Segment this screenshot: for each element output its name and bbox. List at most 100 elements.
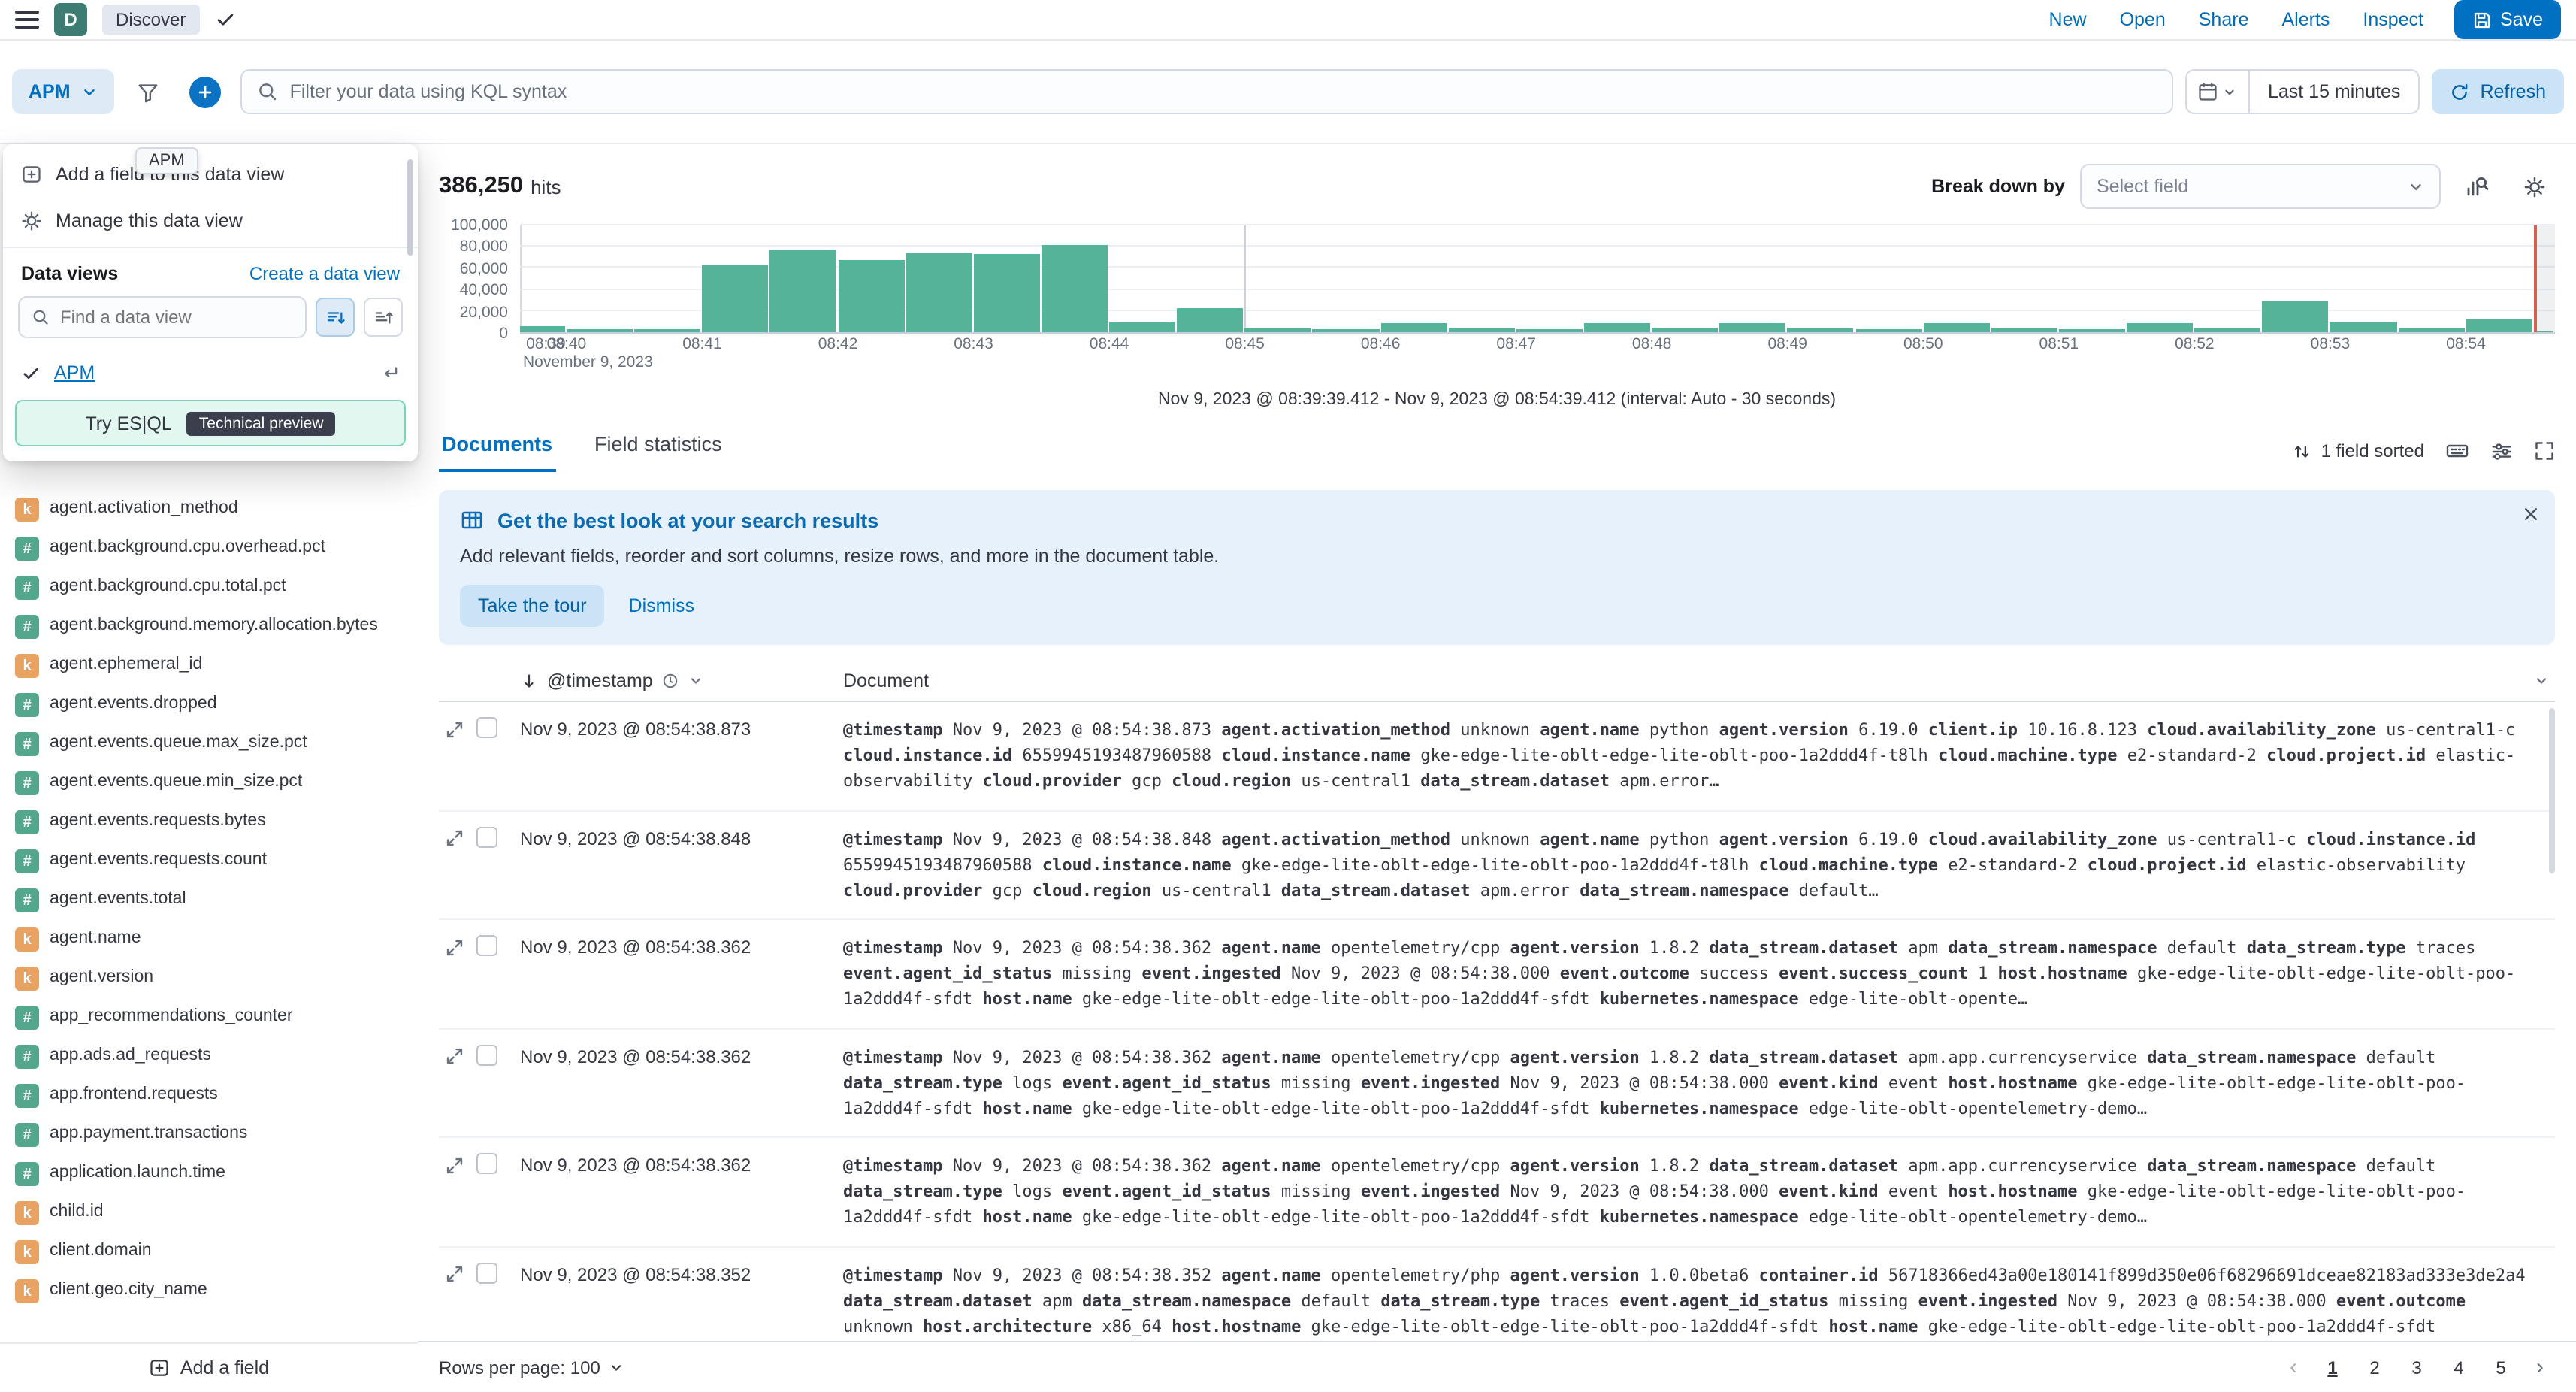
popup-scrollbar[interactable] (407, 159, 413, 256)
top-nav-link-share[interactable]: Share (2198, 9, 2249, 30)
kql-input[interactable] (289, 81, 2157, 102)
dismiss-button[interactable]: Dismiss (628, 595, 695, 616)
field-list-item[interactable]: k client.geo.city_name (6, 1272, 412, 1311)
expand-document-icon[interactable] (445, 1044, 464, 1068)
expand-document-icon[interactable] (445, 935, 464, 959)
tab-documents[interactable]: Documents (439, 433, 556, 472)
expand-document-icon[interactable] (445, 1262, 464, 1286)
timestamp-column-header[interactable]: @timestamp (520, 670, 843, 691)
sort-alphabetical-icon[interactable] (316, 298, 355, 337)
field-list-item[interactable]: k child.id (6, 1194, 412, 1233)
field-sorted-button[interactable]: 1 field sorted (2293, 440, 2424, 461)
histogram-bar[interactable] (2533, 330, 2553, 332)
fullscreen-icon[interactable] (2534, 440, 2555, 461)
page-button-1[interactable]: 1 (2314, 1349, 2351, 1385)
histogram-bar[interactable] (1109, 321, 1176, 332)
breakdown-field-select[interactable]: Select field (2080, 164, 2441, 209)
histogram-bar[interactable] (1041, 244, 1108, 332)
add-field-button[interactable]: Add a field (0, 1342, 418, 1392)
page-button-3[interactable]: 3 (2399, 1349, 2435, 1385)
histogram-bar[interactable] (2398, 328, 2465, 332)
page-button-2[interactable]: 2 (2357, 1349, 2393, 1385)
save-button[interactable]: Save (2454, 0, 2561, 39)
histogram-bar[interactable] (2330, 321, 2397, 332)
data-view-picker-button[interactable]: APM (12, 69, 114, 114)
histogram-bar[interactable] (520, 326, 565, 332)
histogram-bar[interactable] (1244, 328, 1311, 332)
field-list-item[interactable]: # agent.events.total (6, 881, 412, 920)
histogram-plot[interactable] (520, 224, 2555, 334)
histogram-bar[interactable] (1312, 328, 1380, 332)
histogram-bar[interactable] (2127, 323, 2194, 332)
row-checkbox[interactable] (476, 1044, 497, 1065)
histogram-bar[interactable] (906, 252, 972, 332)
edit-visualization-icon[interactable] (2456, 165, 2498, 207)
histogram-bar[interactable] (1380, 322, 1447, 332)
expand-document-icon[interactable] (445, 1153, 464, 1177)
document-column-header[interactable]: Document (843, 670, 2555, 691)
histogram-bar[interactable] (1923, 323, 1990, 332)
row-checkbox[interactable] (476, 1262, 497, 1283)
field-list-item[interactable]: # application.launch.time (6, 1154, 412, 1194)
kql-search-bar[interactable] (240, 69, 2173, 114)
histogram-bar[interactable] (838, 260, 905, 332)
take-tour-button[interactable]: Take the tour (460, 585, 605, 627)
histogram-bar[interactable] (2262, 300, 2329, 332)
display-options-icon[interactable] (2490, 440, 2513, 462)
next-page-icon[interactable]: › (2525, 1349, 2555, 1385)
expand-document-icon[interactable] (445, 717, 464, 741)
row-checkbox[interactable] (476, 1153, 497, 1174)
histogram-bar[interactable] (566, 328, 633, 332)
time-range-value[interactable]: Last 15 minutes (2267, 81, 2401, 102)
histogram-bar[interactable] (769, 249, 836, 332)
top-nav-link-open[interactable]: Open (2119, 9, 2166, 30)
expand-document-icon[interactable] (445, 826, 464, 850)
add-filter-button[interactable] (183, 69, 228, 114)
sort-order-icon[interactable] (364, 298, 403, 337)
filter-icon[interactable] (126, 69, 171, 114)
popup-manage-item[interactable]: Manage this data view (3, 197, 418, 244)
calendar-icon[interactable] (2187, 71, 2250, 113)
histogram-bar[interactable] (1855, 328, 1922, 332)
field-list-item[interactable]: # agent.background.cpu.total.pct (6, 568, 412, 607)
top-nav-link-inspect[interactable]: Inspect (2363, 9, 2423, 30)
histogram-bar[interactable] (973, 254, 1040, 332)
rows-per-page-button[interactable]: Rows per page: 100 (439, 1357, 624, 1378)
field-list-item[interactable]: k agent.activation_method (6, 490, 412, 529)
keyboard-shortcuts-icon[interactable] (2445, 439, 2469, 463)
row-checkbox[interactable] (476, 826, 497, 847)
field-list-item[interactable]: # agent.events.queue.min_size.pct (6, 764, 412, 803)
space-avatar[interactable]: D (54, 3, 87, 36)
field-list-item[interactable]: # agent.events.dropped (6, 685, 412, 725)
row-checkbox[interactable] (476, 935, 497, 956)
tab-field-statistics[interactable]: Field statistics (594, 433, 722, 455)
field-list-item[interactable]: k agent.name (6, 920, 412, 959)
histogram-bar[interactable] (1991, 328, 2057, 332)
chart-options-gear-icon[interactable] (2513, 165, 2555, 207)
row-checkbox[interactable] (476, 717, 497, 738)
field-list-item[interactable]: # agent.background.cpu.overhead.pct (6, 529, 412, 568)
histogram-bar[interactable] (1448, 328, 1515, 332)
field-list-item[interactable]: # app_recommendations_counter (6, 998, 412, 1037)
previous-page-icon[interactable]: ‹ (2278, 1349, 2308, 1385)
histogram-bar[interactable] (634, 328, 701, 332)
histogram-bar[interactable] (1787, 328, 1854, 332)
field-list-item[interactable]: k agent.ephemeral_id (6, 646, 412, 685)
close-icon[interactable] (2522, 505, 2540, 523)
histogram-bar[interactable] (702, 265, 769, 332)
histogram-bar[interactable] (1719, 322, 1786, 332)
field-list-item[interactable]: # app.frontend.requests (6, 1076, 412, 1115)
page-button-5[interactable]: 5 (2483, 1349, 2519, 1385)
refresh-button[interactable]: Refresh (2432, 69, 2564, 114)
data-view-search-input[interactable] (60, 307, 293, 328)
try-esql-button[interactable]: Try ES|QL Technical preview (15, 400, 406, 446)
field-list-item[interactable]: # agent.events.queue.max_size.pct (6, 725, 412, 764)
histogram-bar[interactable] (1516, 328, 1583, 332)
menu-hamburger-icon[interactable] (15, 11, 39, 29)
page-button-4[interactable]: 4 (2441, 1349, 2477, 1385)
histogram-bar[interactable] (1583, 323, 1651, 332)
field-list-item[interactable]: # app.ads.ad_requests (6, 1037, 412, 1076)
histogram-bar[interactable] (2058, 328, 2126, 332)
field-list-item[interactable]: # agent.events.requests.count (6, 842, 412, 881)
field-list-item[interactable]: # app.payment.transactions (6, 1115, 412, 1154)
